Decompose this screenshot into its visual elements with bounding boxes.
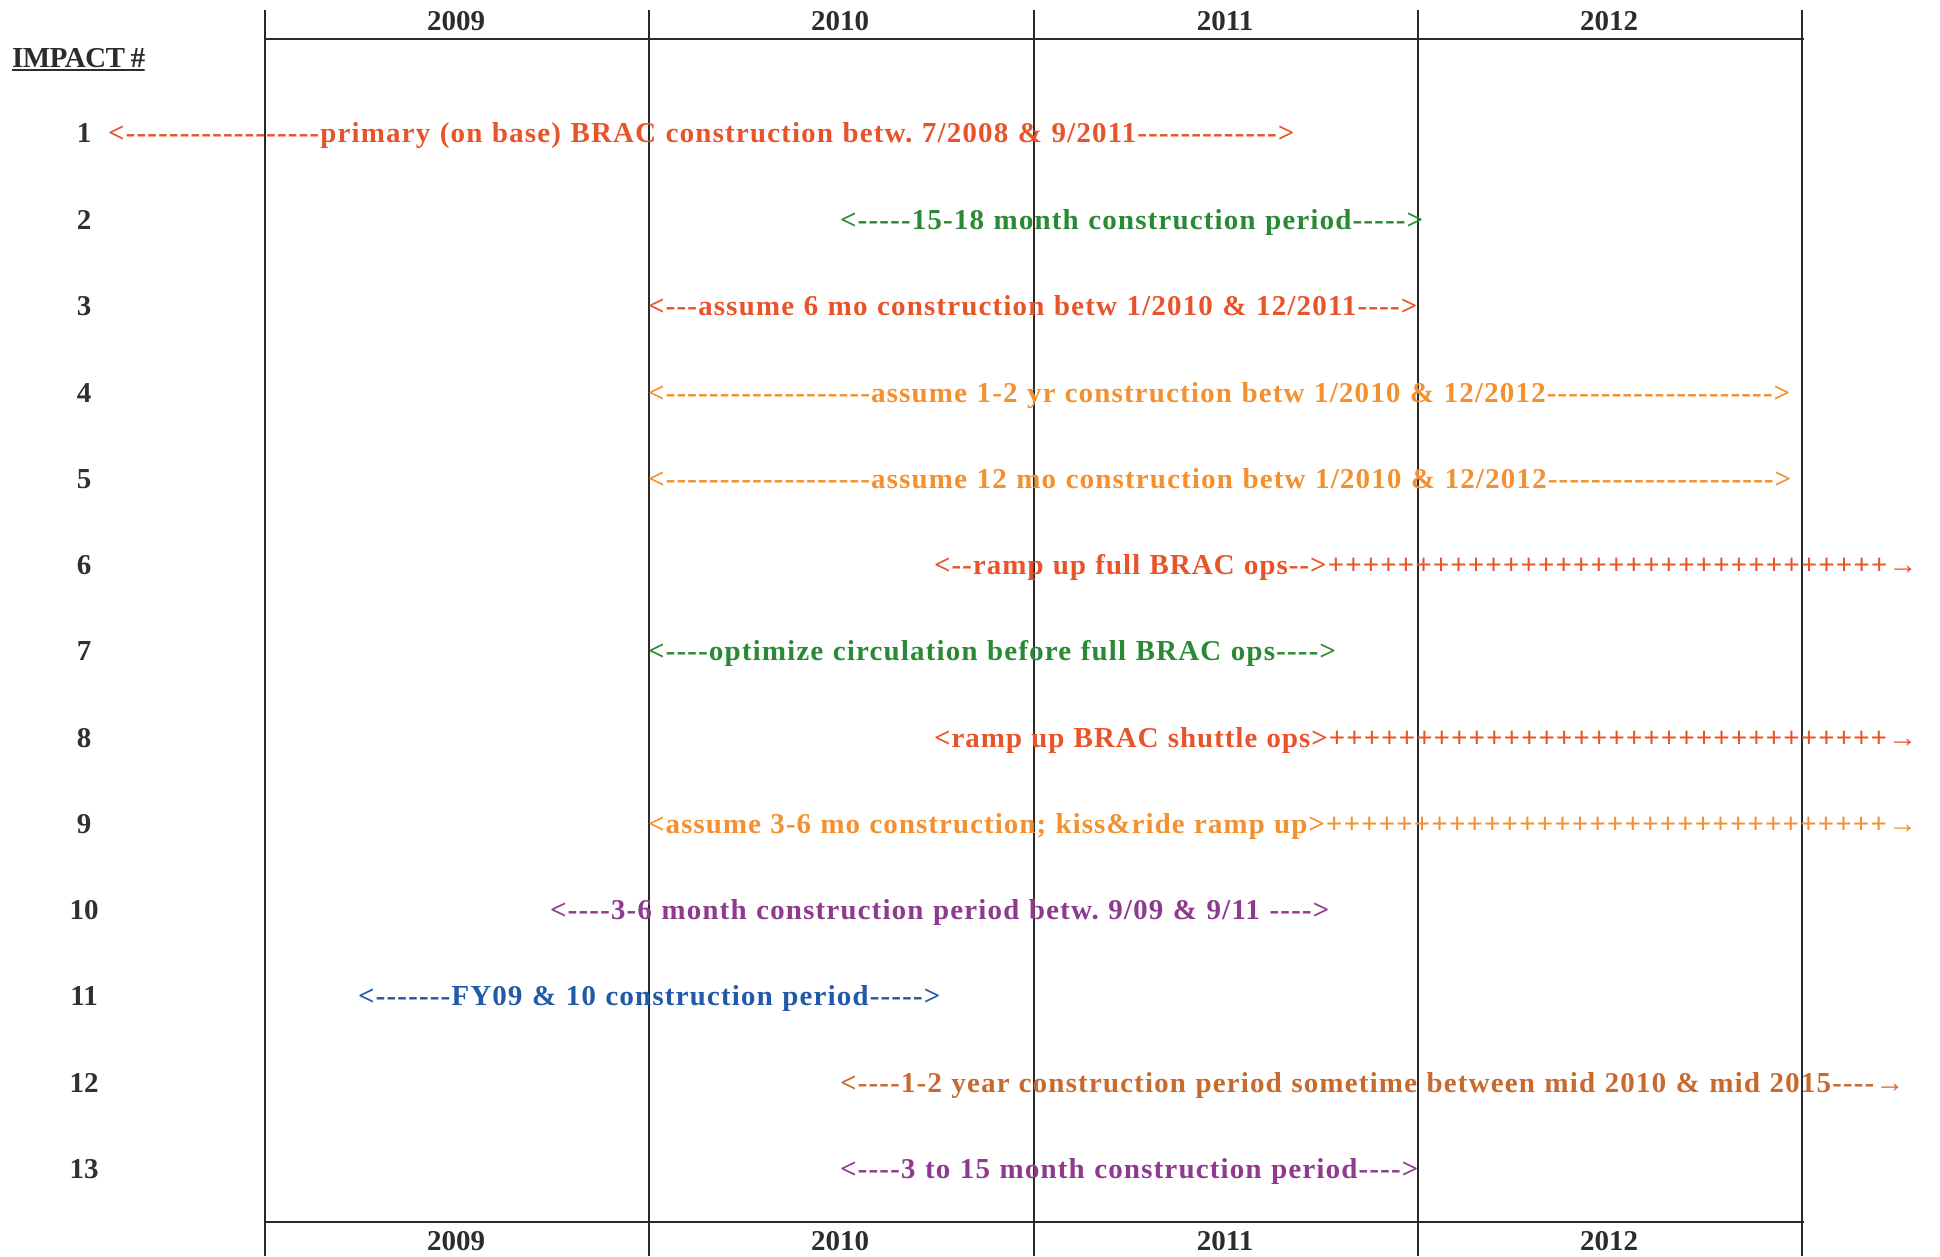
impact-number: 2 <box>76 204 92 236</box>
timeline-bar-impact-6: <--ramp up full BRAC ops-->+++++++++++++… <box>934 549 1919 581</box>
year-header-top-2009: 2009 <box>427 5 485 37</box>
impact-number: 10 <box>69 894 99 926</box>
impact-number: 5 <box>76 463 92 495</box>
year-header-top-2012: 2012 <box>1580 5 1638 37</box>
impact-number: 4 <box>76 377 92 409</box>
timeline-bar-impact-13: <----3 to 15 month construction period--… <box>840 1153 1420 1185</box>
impact-number: 3 <box>76 290 92 322</box>
year-footer-bottom-2011: 2011 <box>1196 1225 1254 1257</box>
year-footer-bottom-2012: 2012 <box>1580 1225 1638 1257</box>
grid-line-2010-2011 <box>1033 10 1035 1256</box>
impact-number: 13 <box>69 1153 99 1185</box>
timeline-bar-impact-9: <assume 3-6 mo construction; kiss&ride r… <box>648 808 1918 840</box>
grid-line-start-2009 <box>264 10 266 1256</box>
timeline-bar-impact-4: <-------------------assume 1-2 yr constr… <box>648 377 1792 409</box>
timeline-bar-impact-11: <-------FY09 & 10 construction period---… <box>358 980 942 1012</box>
timeline-bar-impact-2: <-----15-18 month construction period---… <box>840 204 1425 236</box>
timeline-bar-impact-8: <ramp up BRAC shuttle ops>++++++++++++++… <box>934 722 1918 754</box>
year-footer-bottom-2009: 2009 <box>427 1225 485 1257</box>
impact-number: 7 <box>76 635 92 667</box>
grid-line-2011-2012 <box>1417 10 1419 1256</box>
year-header-top-2011: 2011 <box>1196 5 1254 37</box>
grid-line-end-2012 <box>1801 10 1803 1256</box>
impact-number: 11 <box>70 980 98 1012</box>
timeline-bar-impact-7: <----optimize circulation before full BR… <box>648 635 1338 667</box>
impact-number: 9 <box>76 808 92 840</box>
impact-number: 6 <box>76 549 92 581</box>
impact-number: 1 <box>76 117 92 149</box>
grid-line-2009-2010 <box>648 10 650 1256</box>
timeline-bar-impact-3: <---assume 6 mo construction betw 1/2010… <box>648 290 1419 322</box>
impact-number-heading: IMPACT # <box>12 42 145 74</box>
timeline-bar-impact-10: <----3-6 month construction period betw.… <box>550 894 1331 926</box>
timeline-bar-impact-5: <-------------------assume 12 mo constru… <box>648 463 1793 495</box>
impact-number: 8 <box>76 722 92 754</box>
year-footer-bottom-2010: 2010 <box>811 1225 869 1257</box>
year-header-top-2010: 2010 <box>811 5 869 37</box>
impact-number: 12 <box>69 1067 99 1099</box>
timeline-bar-impact-12: <----1-2 year construction period someti… <box>840 1067 1906 1099</box>
timeline-bar-impact-1: <------------------primary (on base) BRA… <box>108 117 1296 149</box>
